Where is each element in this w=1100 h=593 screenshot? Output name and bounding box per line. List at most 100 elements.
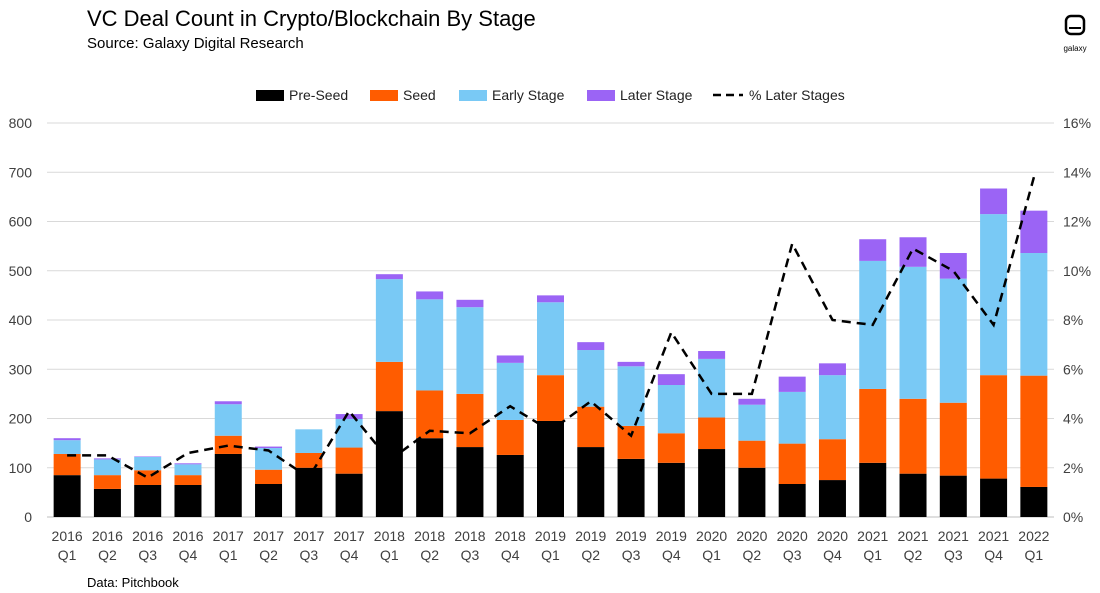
bar-later xyxy=(174,463,202,465)
x-tick-quarter: Q3 xyxy=(944,547,963,563)
bar-seed xyxy=(335,447,363,474)
x-tick-quarter: Q3 xyxy=(461,547,480,563)
x-tick-quarter: Q3 xyxy=(783,547,802,563)
legend-item: Later Stage xyxy=(587,87,693,103)
y-left-tick-label: 600 xyxy=(9,214,33,230)
bar-stack xyxy=(657,374,685,517)
legend-swatch xyxy=(256,90,284,101)
galaxy-logo-icon xyxy=(1064,14,1086,36)
bar-stack xyxy=(174,463,202,517)
x-tick-quarter: Q4 xyxy=(984,547,1003,563)
later-stage-pct-line xyxy=(67,176,1036,480)
x-tick-year: 2016 xyxy=(92,528,123,544)
bar-pre-seed xyxy=(818,480,846,517)
bar-stack xyxy=(1020,210,1048,517)
bar-pre-seed xyxy=(778,484,806,517)
x-tick-year: 2018 xyxy=(454,528,485,544)
x-tick-quarter: Q3 xyxy=(622,547,641,563)
bar-later xyxy=(496,355,524,363)
bar-later xyxy=(818,363,846,376)
x-tick-year: 2022 xyxy=(1018,528,1049,544)
bar-stack xyxy=(53,438,81,517)
bar-later xyxy=(738,398,766,405)
y-right-tick-label: 16% xyxy=(1063,115,1091,131)
bar-early xyxy=(214,404,242,436)
x-tick-year: 2020 xyxy=(777,528,808,544)
y-left-tick-label: 300 xyxy=(9,361,33,377)
x-tick-year: 2020 xyxy=(736,528,767,544)
bar-later xyxy=(93,458,121,460)
legend-swatch xyxy=(459,90,487,101)
bar-seed xyxy=(980,375,1008,479)
bar-pre-seed xyxy=(617,458,645,517)
legend-swatch xyxy=(370,90,398,101)
bar-later xyxy=(335,414,363,419)
later-stage-line xyxy=(67,176,1036,480)
bar-early xyxy=(53,440,81,454)
x-tick-year: 2021 xyxy=(938,528,969,544)
bar-seed xyxy=(1020,375,1048,487)
y-left-tick-label: 200 xyxy=(9,411,33,427)
bar-pre-seed xyxy=(577,447,605,517)
bar-pre-seed xyxy=(657,462,685,517)
bar-stack xyxy=(537,295,564,517)
x-tick-year: 2019 xyxy=(575,528,606,544)
bar-pre-seed xyxy=(255,484,283,517)
bar-pre-seed xyxy=(53,475,81,517)
chart-title: VC Deal Count in Crypto/Blockchain By St… xyxy=(87,6,536,31)
x-tick-year: 2018 xyxy=(374,528,405,544)
bar-seed xyxy=(577,406,605,448)
x-tick-year: 2019 xyxy=(615,528,646,544)
bar-pre-seed xyxy=(939,475,967,517)
bar-later xyxy=(899,237,927,267)
bar-seed xyxy=(818,439,846,481)
y-left-tick-label: 800 xyxy=(9,115,33,131)
bar-pre-seed xyxy=(496,454,524,517)
x-tick-quarter: Q4 xyxy=(501,547,520,563)
bar-early xyxy=(738,404,766,441)
legend-label: Early Stage xyxy=(492,87,565,103)
bar-seed xyxy=(617,425,645,459)
bar-seed xyxy=(174,475,202,485)
bar-seed xyxy=(899,398,927,474)
x-tick-year: 2020 xyxy=(696,528,727,544)
bar-seed xyxy=(295,452,323,468)
bar-seed xyxy=(657,433,685,463)
bar-stack xyxy=(134,456,162,517)
x-tick-year: 2017 xyxy=(334,528,365,544)
legend-item: Seed xyxy=(370,87,436,103)
x-tick-year: 2016 xyxy=(172,528,203,544)
x-tick-year: 2017 xyxy=(253,528,284,544)
bar-stack xyxy=(295,429,323,517)
x-tick-year: 2021 xyxy=(978,528,1009,544)
legend-label: % Later Stages xyxy=(749,87,845,103)
x-tick-year: 2019 xyxy=(535,528,566,544)
bar-early xyxy=(295,429,323,453)
x-tick-quarter: Q4 xyxy=(662,547,681,563)
bar-pre-seed xyxy=(859,462,887,517)
bar-stack xyxy=(859,239,887,517)
x-tick-quarter: Q3 xyxy=(299,547,318,563)
y-right-tick-label: 14% xyxy=(1063,164,1091,180)
bar-early xyxy=(255,448,283,470)
bar-early xyxy=(134,456,162,471)
x-tick-quarter: Q4 xyxy=(179,547,198,563)
legend-label: Pre-Seed xyxy=(289,87,348,103)
bar-pre-seed xyxy=(698,449,726,517)
bar-seed xyxy=(698,417,726,450)
bar-early xyxy=(174,464,202,476)
bar-early xyxy=(496,362,524,420)
bar-stack xyxy=(214,401,242,517)
bar-seed xyxy=(255,469,283,485)
x-tick-quarter: Q2 xyxy=(743,547,762,563)
bar-stack xyxy=(939,253,967,517)
x-tick-quarter: Q4 xyxy=(823,547,842,563)
x-tick-quarter: Q1 xyxy=(380,547,399,563)
bar-early xyxy=(416,299,444,391)
legend: Pre-Seed Seed Early Stage Later Stage % Late… xyxy=(256,87,845,103)
bar-stack xyxy=(93,458,121,517)
x-tick-year: 2018 xyxy=(495,528,526,544)
x-tick-quarter: Q1 xyxy=(541,547,560,563)
bar-seed xyxy=(496,419,524,455)
